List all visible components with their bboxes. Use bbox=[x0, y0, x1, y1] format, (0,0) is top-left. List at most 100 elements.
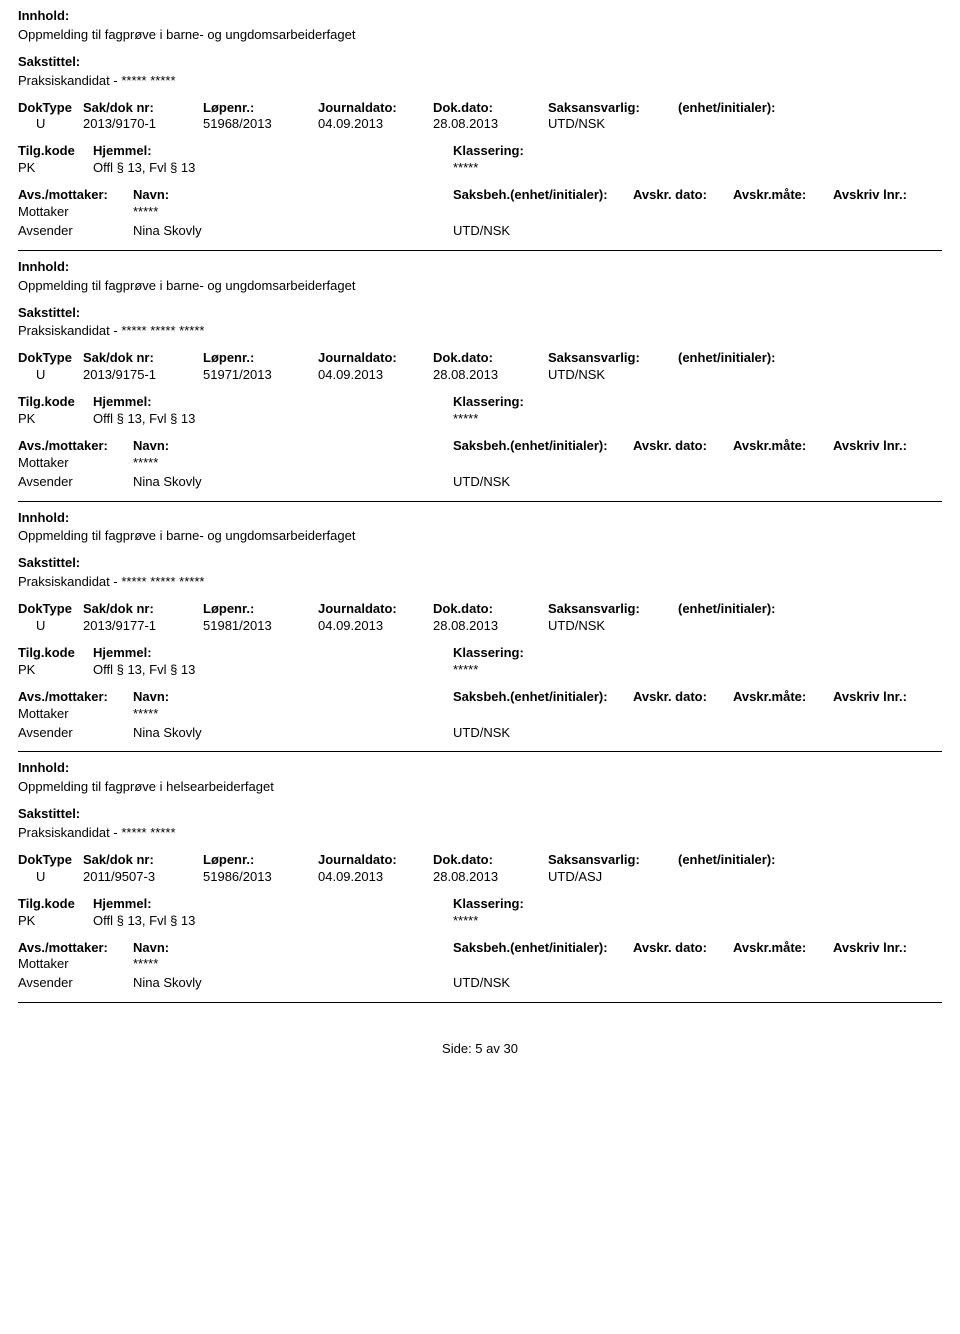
class-header-row: Tilg.kode Hjemmel: Klassering: bbox=[18, 394, 942, 411]
innhold-label: Innhold: bbox=[18, 760, 942, 777]
page-footer: Side: 5 av 30 bbox=[0, 1041, 960, 1058]
hjemmel-header: Hjemmel: bbox=[93, 143, 453, 160]
tilgkode-header: Tilg.kode bbox=[18, 394, 93, 411]
journaldato-header: Journaldato: bbox=[318, 100, 433, 117]
sakdoknr-value: 2011/9507-3 bbox=[83, 869, 203, 886]
enhetinitialer-value bbox=[678, 869, 818, 886]
class-value-row: PK Offl § 13, Fvl § 13 ***** bbox=[18, 662, 942, 679]
sakstittel-label: Sakstittel: bbox=[18, 305, 942, 322]
hjemmel-value: Offl § 13, Fvl § 13 bbox=[93, 411, 453, 428]
mottaker-row: Mottaker ***** bbox=[18, 956, 942, 973]
tilgkode-value: PK bbox=[18, 411, 93, 428]
doktype-value: U bbox=[18, 116, 83, 133]
avskrdato-header: Avskr. dato: bbox=[633, 438, 733, 455]
lopenr-value: 51971/2013 bbox=[203, 367, 318, 384]
class-value-row: PK Offl § 13, Fvl § 13 ***** bbox=[18, 411, 942, 428]
enhetinitialer-header: (enhet/initialer): bbox=[678, 350, 818, 367]
lopenr-value: 51981/2013 bbox=[203, 618, 318, 635]
klassering-header: Klassering: bbox=[453, 896, 593, 913]
dokdato-value: 28.08.2013 bbox=[433, 367, 548, 384]
meta-header-row: DokType Sak/dok nr: Løpenr.: Journaldato… bbox=[18, 852, 942, 869]
sakstittel-value: Praksiskandidat - ***** ***** bbox=[18, 73, 942, 90]
mottaker-row: Mottaker ***** bbox=[18, 706, 942, 723]
lopenr-header: Løpenr.: bbox=[203, 601, 318, 618]
meta-header-row: DokType Sak/dok nr: Løpenr.: Journaldato… bbox=[18, 601, 942, 618]
navn-header: Navn: bbox=[133, 187, 453, 204]
avsender-value: Nina Skovly bbox=[133, 975, 453, 992]
class-value-row: PK Offl § 13, Fvl § 13 ***** bbox=[18, 160, 942, 177]
sakdoknr-header: Sak/dok nr: bbox=[83, 852, 203, 869]
dokdato-value: 28.08.2013 bbox=[433, 116, 548, 133]
dokdato-header: Dok.dato: bbox=[433, 350, 548, 367]
avskrivlnr-header: Avskriv lnr.: bbox=[833, 438, 933, 455]
tilgkode-header: Tilg.kode bbox=[18, 645, 93, 662]
doktype-header: DokType bbox=[18, 852, 83, 869]
mottaker-value: ***** bbox=[133, 455, 453, 472]
avsender-value: Nina Skovly bbox=[133, 725, 453, 742]
party-header-row: Avs./mottaker: Navn: Saksbeh.(enhet/init… bbox=[18, 940, 942, 957]
lopenr-value: 51968/2013 bbox=[203, 116, 318, 133]
avskrmate-header: Avskr.måte: bbox=[733, 689, 833, 706]
record-divider bbox=[18, 1002, 942, 1003]
mottaker-label: Mottaker bbox=[18, 706, 133, 723]
navn-header: Navn: bbox=[133, 940, 453, 957]
avsender-label: Avsender bbox=[18, 725, 133, 742]
avsmottaker-header: Avs./mottaker: bbox=[18, 689, 133, 706]
doktype-header: DokType bbox=[18, 350, 83, 367]
enhetinitialer-header: (enhet/initialer): bbox=[678, 100, 818, 117]
mottaker-value: ***** bbox=[133, 204, 453, 221]
klassering-value: ***** bbox=[453, 662, 593, 679]
avskrmate-header: Avskr.måte: bbox=[733, 438, 833, 455]
innhold-value: Oppmelding til fagprøve i barne- og ungd… bbox=[18, 278, 942, 295]
saksbeh-header: Saksbeh.(enhet/initialer): bbox=[453, 187, 633, 204]
saksansvarlig-value: UTD/ASJ bbox=[548, 869, 678, 886]
mottaker-label: Mottaker bbox=[18, 956, 133, 973]
avskrdato-header: Avskr. dato: bbox=[633, 940, 733, 957]
avsender-row: Avsender Nina Skovly UTD/NSK bbox=[18, 975, 942, 992]
journaldato-value: 04.09.2013 bbox=[318, 367, 433, 384]
doktype-header: DokType bbox=[18, 601, 83, 618]
avsender-row: Avsender Nina Skovly UTD/NSK bbox=[18, 725, 942, 742]
tilgkode-header: Tilg.kode bbox=[18, 143, 93, 160]
avskrivlnr-header: Avskriv lnr.: bbox=[833, 689, 933, 706]
avsender-value: Nina Skovly bbox=[133, 223, 453, 240]
sakstittel-label: Sakstittel: bbox=[18, 555, 942, 572]
saksansvarlig-header: Saksansvarlig: bbox=[548, 852, 678, 869]
saksbeh-header: Saksbeh.(enhet/initialer): bbox=[453, 438, 633, 455]
meta-header-row: DokType Sak/dok nr: Løpenr.: Journaldato… bbox=[18, 100, 942, 117]
journaldato-value: 04.09.2013 bbox=[318, 618, 433, 635]
avsender-unit: UTD/NSK bbox=[453, 975, 633, 992]
journaldato-value: 04.09.2013 bbox=[318, 869, 433, 886]
avsmottaker-header: Avs./mottaker: bbox=[18, 438, 133, 455]
hjemmel-header: Hjemmel: bbox=[93, 394, 453, 411]
dokdato-header: Dok.dato: bbox=[433, 601, 548, 618]
avsmottaker-header: Avs./mottaker: bbox=[18, 940, 133, 957]
sakdoknr-value: 2013/9177-1 bbox=[83, 618, 203, 635]
innhold-label: Innhold: bbox=[18, 8, 942, 25]
doktype-value: U bbox=[18, 618, 83, 635]
journaldato-header: Journaldato: bbox=[318, 852, 433, 869]
class-value-row: PK Offl § 13, Fvl § 13 ***** bbox=[18, 913, 942, 930]
sakstittel-value: Praksiskandidat - ***** ***** ***** bbox=[18, 574, 942, 591]
avskrdato-header: Avskr. dato: bbox=[633, 187, 733, 204]
avskrdato-header: Avskr. dato: bbox=[633, 689, 733, 706]
sakdoknr-header: Sak/dok nr: bbox=[83, 350, 203, 367]
sakstittel-value: Praksiskandidat - ***** ***** bbox=[18, 825, 942, 842]
mottaker-row: Mottaker ***** bbox=[18, 204, 942, 221]
klassering-header: Klassering: bbox=[453, 143, 593, 160]
saksansvarlig-value: UTD/NSK bbox=[548, 618, 678, 635]
enhetinitialer-value bbox=[678, 618, 818, 635]
saksansvarlig-header: Saksansvarlig: bbox=[548, 100, 678, 117]
avsender-label: Avsender bbox=[18, 223, 133, 240]
klassering-value: ***** bbox=[453, 913, 593, 930]
party-header-row: Avs./mottaker: Navn: Saksbeh.(enhet/init… bbox=[18, 438, 942, 455]
meta-value-row: U 2013/9175-1 51971/2013 04.09.2013 28.0… bbox=[18, 367, 942, 384]
journaldato-header: Journaldato: bbox=[318, 350, 433, 367]
enhetinitialer-value bbox=[678, 367, 818, 384]
saksbeh-header: Saksbeh.(enhet/initialer): bbox=[453, 689, 633, 706]
journal-record: Innhold: Oppmelding til fagprøve i barne… bbox=[0, 0, 960, 240]
saksansvarlig-header: Saksansvarlig: bbox=[548, 350, 678, 367]
sakstittel-label: Sakstittel: bbox=[18, 806, 942, 823]
journal-record: Innhold: Oppmelding til fagprøve i barne… bbox=[0, 251, 960, 491]
tilgkode-value: PK bbox=[18, 913, 93, 930]
